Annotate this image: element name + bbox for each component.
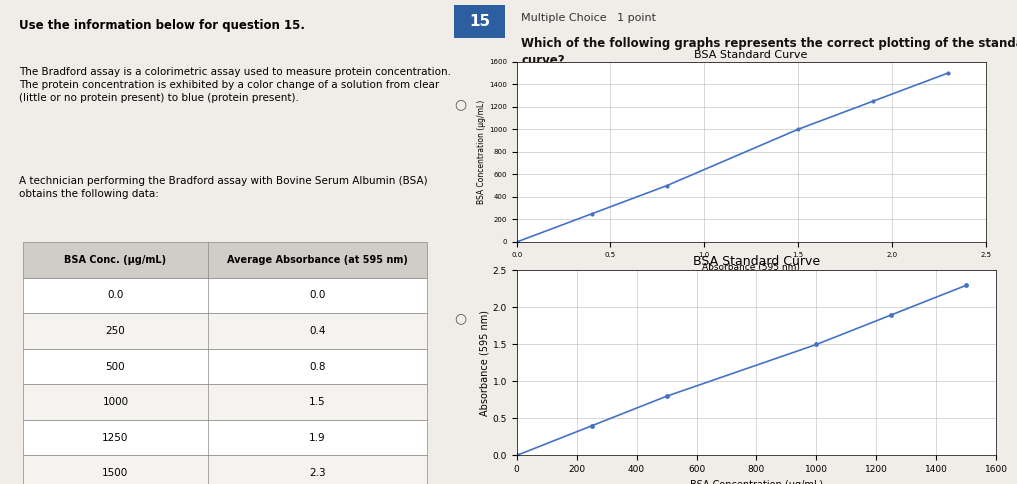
Text: BSA Conc. (µg/mL): BSA Conc. (µg/mL) (64, 255, 167, 265)
Text: 0.8: 0.8 (309, 362, 325, 372)
Text: 500: 500 (106, 362, 125, 372)
Text: 15: 15 (469, 14, 490, 29)
Text: 250: 250 (106, 326, 125, 336)
Bar (23, 278, 427, 313)
Text: 2.3: 2.3 (309, 468, 325, 478)
Text: Which of the following graphs represents the correct plotting of the standard
cu: Which of the following graphs represents… (522, 37, 1017, 67)
Text: Average Absorbance (at 595 nm): Average Absorbance (at 595 nm) (227, 255, 408, 265)
Bar (23, 348, 427, 384)
Y-axis label: BSA Concentration (µg/mL): BSA Concentration (µg/mL) (477, 100, 486, 204)
Bar (23, 420, 427, 455)
FancyBboxPatch shape (455, 5, 504, 38)
Text: ○: ○ (455, 97, 467, 111)
Text: 0.0: 0.0 (309, 290, 325, 301)
Text: 0.4: 0.4 (309, 326, 325, 336)
Text: ○: ○ (455, 311, 467, 325)
Text: 1.9: 1.9 (309, 433, 325, 443)
Text: A technician performing the Bradford assay with Bovine Serum Albumin (BSA)
obtai: A technician performing the Bradford ass… (19, 176, 427, 199)
Title: BSA Standard Curve: BSA Standard Curve (693, 255, 820, 268)
X-axis label: Absorbance (595 nm): Absorbance (595 nm) (702, 263, 800, 272)
Y-axis label: Absorbance (595 nm): Absorbance (595 nm) (480, 310, 490, 416)
Text: 1500: 1500 (103, 468, 128, 478)
Text: Use the information below for question 15.: Use the information below for question 1… (19, 19, 305, 32)
Title: BSA Standard Curve: BSA Standard Curve (695, 49, 807, 60)
Bar (23, 313, 427, 348)
Text: 1000: 1000 (103, 397, 128, 407)
Text: 1.5: 1.5 (309, 397, 325, 407)
Text: The Bradford assay is a colorimetric assay used to measure protein concentration: The Bradford assay is a colorimetric ass… (19, 66, 451, 103)
Bar (23, 384, 427, 420)
X-axis label: BSA Concentration (µg/mL): BSA Concentration (µg/mL) (690, 480, 823, 484)
Text: 0.0: 0.0 (107, 290, 124, 301)
Text: Multiple Choice   1 point: Multiple Choice 1 point (522, 13, 656, 23)
Bar (23, 455, 427, 484)
Bar (23, 242, 427, 278)
Text: 1250: 1250 (103, 433, 128, 443)
